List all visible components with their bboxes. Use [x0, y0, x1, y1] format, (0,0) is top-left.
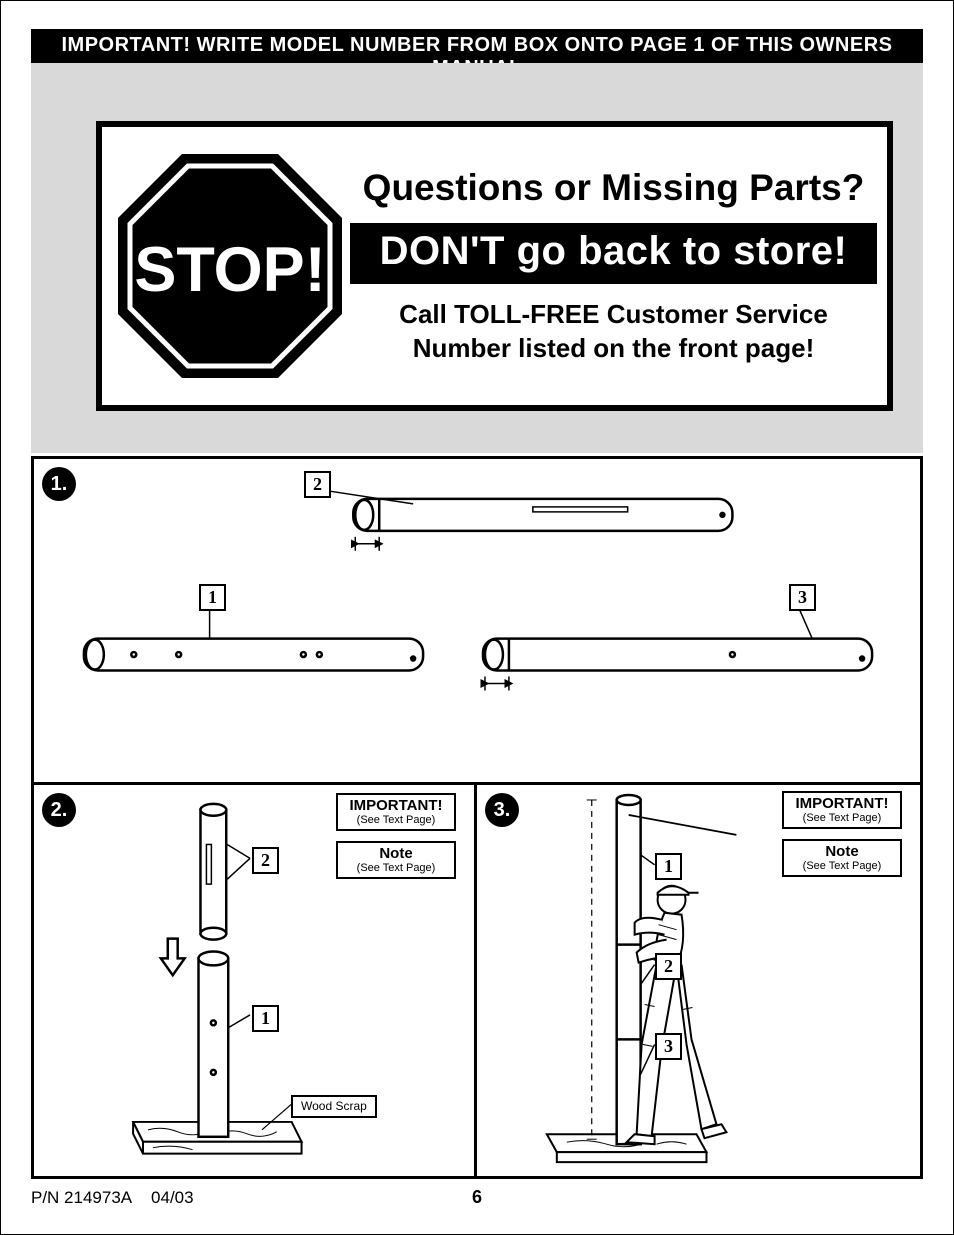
- questions-heading: Questions or Missing Parts?: [350, 167, 877, 209]
- wood-scrap-label: Wood Scrap: [291, 1095, 377, 1118]
- step-2-panel: 2.: [34, 785, 477, 1176]
- part-label-2: 2: [655, 953, 682, 980]
- stop-card: STOP! Questions or Missing Parts? DON'T …: [96, 121, 893, 411]
- part-label-3: 3: [789, 584, 816, 611]
- part-label-1: 1: [252, 1005, 279, 1032]
- date: 04/03: [151, 1188, 194, 1207]
- part-number: P/N 214973A: [31, 1188, 132, 1207]
- step-1-panel: 1.: [34, 459, 920, 785]
- important-box: IMPORTANT! (See Text Page): [336, 793, 456, 831]
- svg-text:STOP!: STOP!: [134, 235, 325, 305]
- note-box: Note (See Text Page): [782, 839, 902, 877]
- part-label-2: 2: [252, 847, 279, 874]
- page-number: 6: [472, 1187, 482, 1208]
- part-label-1: 1: [199, 584, 226, 611]
- step-3-panel: 3.: [477, 785, 920, 1176]
- call-toll-free-text: Call TOLL-FREE Customer Service Number l…: [350, 298, 877, 366]
- dont-go-back-bar: DON'T go back to store!: [350, 223, 877, 284]
- part-label-1: 1: [655, 853, 682, 880]
- note-box: Note (See Text Page): [336, 841, 456, 879]
- manual-page: IMPORTANT! WRITE MODEL NUMBER FROM BOX O…: [0, 0, 954, 1235]
- steps-frame: 1.: [31, 456, 923, 1179]
- stop-text-block: Questions or Missing Parts? DON'T go bac…: [350, 167, 887, 366]
- part-label-2: 2: [304, 471, 331, 498]
- step-1-diagram: [34, 459, 920, 784]
- important-box: IMPORTANT! (See Text Page): [782, 791, 902, 829]
- stop-sign-icon: STOP!: [110, 146, 350, 386]
- part-label-3: 3: [655, 1033, 682, 1060]
